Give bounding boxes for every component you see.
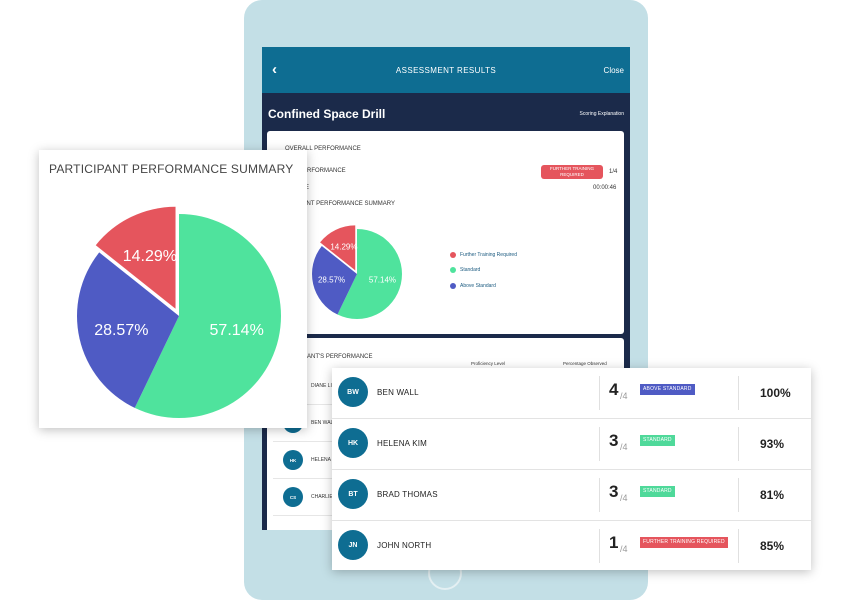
legend-dot-further <box>450 252 456 258</box>
score-out-of: /4 <box>620 442 628 452</box>
pie-slice-label: 28.57% <box>94 322 148 339</box>
avatar: HK <box>283 450 303 470</box>
pie-slice-label: 14.29% <box>123 248 177 265</box>
score-out-of: /4 <box>620 493 628 503</box>
col-percentage: Percentage Observed <box>563 361 607 366</box>
score: 1 <box>609 533 619 552</box>
overall-section-title: OVERALL PERFORMANCE <box>285 146 361 152</box>
mini-name: HELENA K <box>311 457 336 463</box>
level-badge: STANDARD <box>640 435 675 446</box>
participant-name: BRAD THOMAS <box>377 490 438 499</box>
level-badge: STANDARD <box>640 486 675 497</box>
percentage: 85% <box>760 539 785 553</box>
percentage: 81% <box>760 488 785 502</box>
performance-summary-card: PARTICIPANT PERFORMANCE SUMMARY 57.14% 28… <box>39 150 307 428</box>
pie-slice <box>76 252 179 408</box>
participant-name: HELENA KIM <box>377 439 428 448</box>
mini-pie-chart: 57.14% 28.57% 14.29% <box>312 225 402 319</box>
level-badge: FURTHER TRAINING REQUIRED <box>640 537 728 548</box>
summary-subtitle: PANT PERFORMANCE SUMMARY <box>299 201 396 207</box>
score-out-of: /4 <box>620 544 628 554</box>
drill-header: Confined Space Drill Scoring Explanation <box>262 93 630 127</box>
participant-name: BEN WALL <box>377 388 419 397</box>
divider <box>738 376 739 410</box>
divider <box>599 427 600 461</box>
divider <box>599 529 600 563</box>
performance-label: PERFORMANCE <box>299 168 346 174</box>
legend-label: Further Training Required <box>460 252 517 258</box>
avatar: BW <box>338 377 368 407</box>
participant-table: BW BEN WALL 4 /4 ABOVE STANDARD 100% HK … <box>332 368 811 570</box>
score: 4 <box>609 380 619 399</box>
legend-dot-standard <box>450 267 456 273</box>
participant-name: JOHN NORTH <box>377 541 432 550</box>
level-badge: ABOVE STANDARD <box>640 384 695 395</box>
overall-performance-card: OVERALL PERFORMANCE PERFORMANCE FURTHER … <box>267 131 624 334</box>
pie-slice-label: 57.14% <box>369 276 396 285</box>
app-bar: ‹ ASSESSMENT RESULTS Close <box>262 47 630 93</box>
pie-slice <box>312 245 357 315</box>
table-row[interactable]: BT BRAD THOMAS 3 /4 STANDARD 81% <box>332 470 811 521</box>
app-bar-title: ASSESSMENT RESULTS <box>395 65 497 75</box>
pie-slice-label: 28.57% <box>318 276 345 285</box>
score-out-of: /4 <box>620 391 628 401</box>
pie-slice-label: 57.14% <box>210 322 264 339</box>
score: 3 <box>609 482 619 501</box>
avatar: HK <box>338 428 368 458</box>
pie-slice-label: 14.29% <box>330 243 357 252</box>
participants-section-title: ANT'S PERFORMANCE <box>307 354 373 360</box>
avatar: JN <box>338 530 368 560</box>
summary-card-title: PARTICIPANT PERFORMANCE SUMMARY <box>49 162 294 176</box>
table-row[interactable]: HK HELENA KIM 3 /4 STANDARD 93% <box>332 419 811 470</box>
mini-name: DIANE LI <box>311 383 332 389</box>
table-row[interactable]: BW BEN WALL 4 /4 ABOVE STANDARD 100% <box>332 368 811 419</box>
divider <box>599 478 600 512</box>
divider <box>738 478 739 512</box>
pie-slice <box>320 225 356 271</box>
pie-chart: 57.14% 28.57% 14.29% <box>76 206 281 418</box>
col-proficiency: Proficiency Level <box>471 361 506 366</box>
legend-label: Standard <box>460 267 481 273</box>
pie-slice <box>337 229 402 319</box>
legend-item-further: Further Training Required <box>450 252 517 258</box>
time-value: 00:00:46 <box>593 185 617 191</box>
pie-slice <box>134 214 281 418</box>
legend-item-standard: Standard <box>450 267 480 273</box>
score: 3 <box>609 431 619 450</box>
pie-slice <box>95 206 176 309</box>
performance-score: 1/4 <box>609 169 618 175</box>
divider <box>599 376 600 410</box>
mini-name: CHARLIE <box>311 494 333 500</box>
percentage: 93% <box>760 437 785 451</box>
divider <box>738 427 739 461</box>
divider <box>738 529 739 563</box>
drill-title: Confined Space Drill <box>268 107 386 121</box>
legend-dot-above <box>450 283 456 289</box>
avatar: BT <box>338 479 368 509</box>
percentage: 100% <box>760 386 791 400</box>
close-button[interactable]: Close <box>603 66 624 75</box>
time-label: E <box>305 185 310 191</box>
scoring-explanation-link[interactable]: Scoring Explanation <box>579 111 624 117</box>
chevron-left-icon[interactable]: ‹ <box>272 61 277 78</box>
avatar: CS <box>283 487 303 507</box>
table-row[interactable]: JN JOHN NORTH 1 /4 FURTHER TRAINING REQU… <box>332 521 811 571</box>
performance-badge: FURTHER TRAINING REQUIRED <box>541 165 603 179</box>
legend-label: Above Standard <box>460 283 496 289</box>
legend-item-above: Above Standard <box>450 283 496 289</box>
mini-name: BEN WALL <box>311 420 337 426</box>
